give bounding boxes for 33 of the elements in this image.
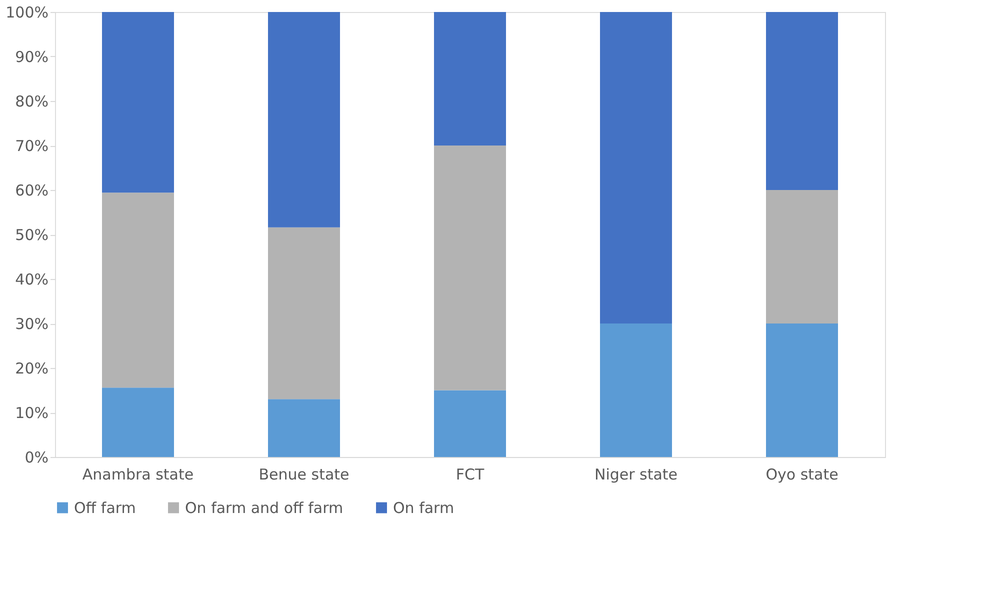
- bar: [434, 390, 506, 457]
- y-tick-label: 70%: [15, 137, 48, 155]
- y-tick-label: 80%: [15, 92, 48, 110]
- y-tick-label: 90%: [15, 48, 48, 66]
- y-tick-label: 30%: [15, 315, 48, 333]
- bar: [766, 324, 838, 457]
- y-tick-label: 10%: [15, 404, 48, 422]
- bar: [766, 190, 838, 324]
- bar: [102, 12, 174, 193]
- x-tick-label: Benue state: [258, 466, 350, 484]
- bar: [268, 399, 340, 457]
- legend-label: On farm and off farm: [185, 498, 344, 517]
- y-tick-label: 100%: [6, 4, 48, 22]
- bar: [102, 192, 174, 388]
- y-tick-label: 20%: [15, 360, 48, 378]
- bar: [268, 12, 340, 228]
- y-tick-label: 40%: [15, 270, 48, 288]
- x-tick-label: Anambra state: [82, 466, 194, 484]
- x-tick-label: Niger state: [594, 466, 678, 484]
- bar: [268, 227, 340, 400]
- bar: [600, 12, 672, 324]
- bar: [434, 12, 506, 146]
- y-tick-label: 60%: [15, 182, 48, 200]
- bar: [600, 324, 672, 457]
- x-tick-label: FCT: [456, 466, 485, 484]
- bar: [434, 146, 506, 390]
- y-tick-label: 0%: [24, 448, 48, 466]
- bar: [102, 388, 174, 457]
- y-tick-label: 50%: [15, 226, 48, 244]
- bar: [766, 12, 838, 190]
- x-tick-label: Oyo state: [766, 466, 838, 484]
- legend-label: Off farm: [74, 498, 136, 517]
- legend-label: On farm: [393, 498, 454, 517]
